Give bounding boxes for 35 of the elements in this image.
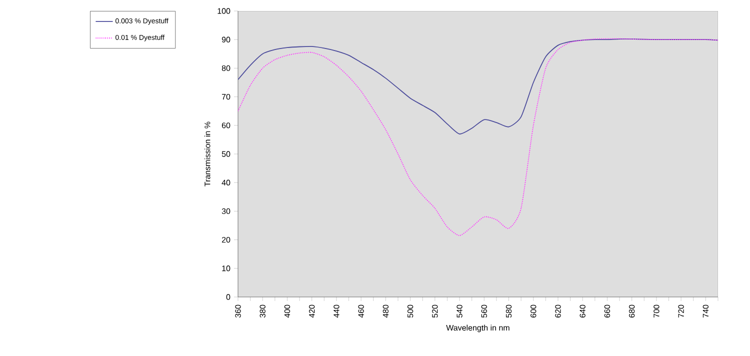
x-tick-label: 420 <box>309 304 315 318</box>
x-tick-label: 620 <box>555 304 561 318</box>
line-series <box>238 38 718 236</box>
x-tick-label: 720 <box>678 304 684 318</box>
x-tick-label: 540 <box>456 304 462 318</box>
y-tick-label: 10 <box>222 266 230 272</box>
x-tick-label: 500 <box>407 304 414 318</box>
x-tick-label: 680 <box>629 304 635 318</box>
x-tick-label: 440 <box>334 304 340 318</box>
y-tick-label: 70 <box>222 94 230 100</box>
x-tick-label: 360 <box>235 304 241 318</box>
x-tick-label: 740 <box>702 304 709 318</box>
y-tick-label: 30 <box>222 208 230 214</box>
y-tick-label: 100 <box>218 8 230 14</box>
x-tick-label: 480 <box>382 304 389 318</box>
line-series <box>238 38 718 134</box>
x-tick-label: 700 <box>654 304 660 318</box>
x-tick-label: 520 <box>432 304 438 318</box>
x-tick-label: 580 <box>506 304 512 318</box>
y-tick-label: 20 <box>222 236 230 243</box>
x-tick-label: 560 <box>481 304 487 318</box>
y-tick-label: 90 <box>222 36 230 42</box>
x-tick-label: 600 <box>530 304 536 318</box>
y-tick-label: 40 <box>222 180 230 186</box>
x-tick-label: 660 <box>604 304 610 318</box>
x-tick-label: 640 <box>580 304 586 318</box>
x-axis-title: Wavelength in nm <box>446 324 510 332</box>
y-axis-title: Transmission in % <box>204 122 210 186</box>
y-tick-label: 0 <box>226 294 230 300</box>
x-tick-label: 460 <box>358 304 364 318</box>
x-tick-label: 380 <box>260 304 266 318</box>
y-tick-label: 80 <box>222 65 230 72</box>
y-tick-label: 60 <box>222 122 230 128</box>
y-tick-label: 50 <box>222 151 230 157</box>
x-tick-label: 400 <box>284 304 290 318</box>
